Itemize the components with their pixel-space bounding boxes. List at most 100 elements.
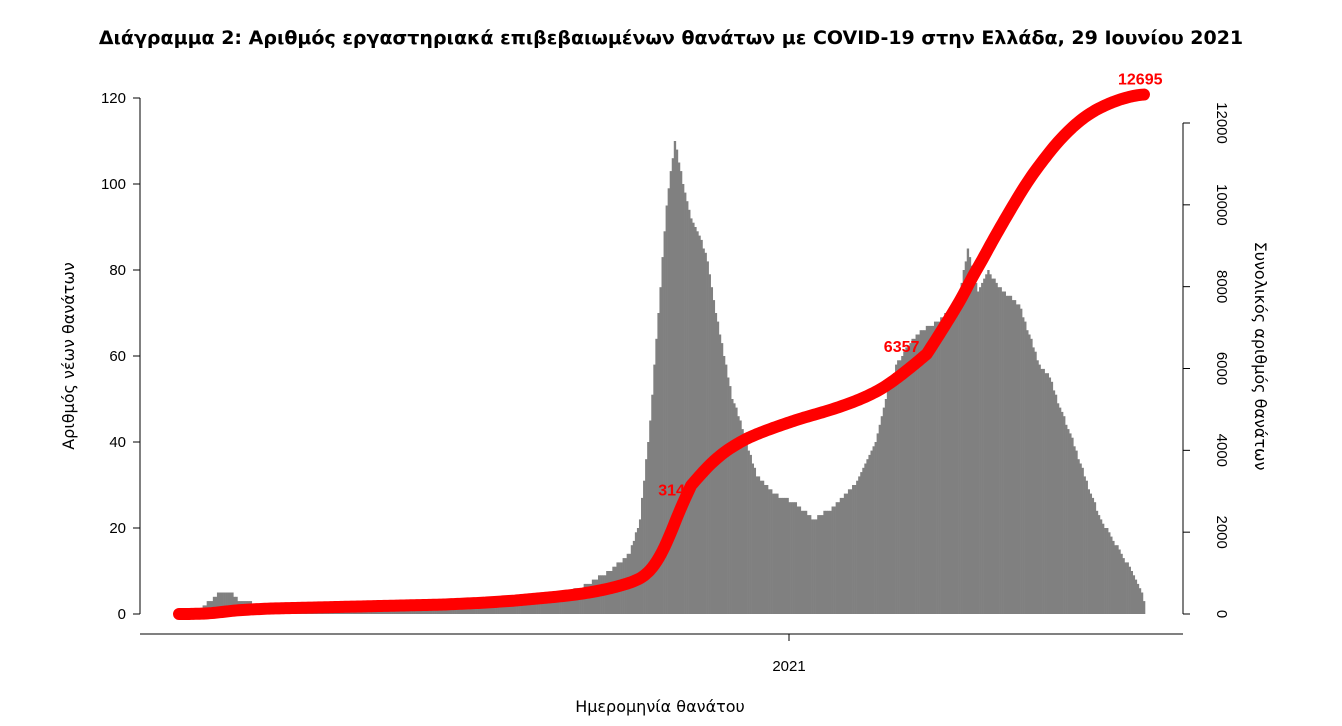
daily-deaths-bar	[501, 601, 505, 614]
daily-deaths-bar	[876, 433, 879, 614]
daily-deaths-bar	[780, 497, 783, 614]
left-tick-label: 0	[118, 606, 126, 623]
daily-deaths-bar	[673, 141, 677, 614]
daily-deaths-bar	[827, 510, 830, 614]
right-tick-label: 4000	[1213, 434, 1230, 467]
cumulative-value-label: 6357	[884, 339, 920, 356]
daily-deaths-bar	[1087, 489, 1090, 614]
daily-deaths-bar	[968, 257, 972, 614]
daily-deaths-bar	[950, 308, 953, 614]
daily-deaths-bar	[1017, 304, 1021, 614]
daily-deaths-bar	[688, 209, 691, 615]
daily-deaths-bar	[1044, 373, 1047, 614]
daily-deaths-bar	[681, 184, 685, 614]
daily-deaths-bar	[1009, 295, 1013, 614]
daily-deaths-bar	[651, 394, 654, 614]
daily-deaths-bar	[987, 270, 990, 614]
daily-deaths-bar	[933, 321, 937, 614]
daily-deaths-bar	[888, 386, 892, 614]
daily-deaths-bar	[903, 351, 906, 614]
daily-deaths-bar	[796, 506, 800, 614]
daily-deaths-bar	[214, 596, 218, 614]
daily-deaths-bar	[964, 261, 968, 614]
right-tick-label: 0	[1213, 610, 1230, 618]
daily-deaths-bar	[874, 442, 877, 614]
daily-deaths-bar	[581, 588, 584, 614]
daily-deaths-bar	[938, 321, 941, 614]
daily-deaths-bar	[464, 605, 468, 614]
daily-deaths-bar	[974, 282, 978, 614]
daily-deaths-bar	[749, 454, 752, 614]
daily-deaths-bar	[466, 605, 470, 614]
daily-deaths-bar	[815, 519, 818, 614]
daily-deaths-bar	[843, 493, 847, 614]
daily-deaths-bar	[1120, 553, 1123, 614]
daily-deaths-bar	[729, 386, 732, 614]
daily-deaths-bar	[1054, 394, 1058, 614]
daily-deaths-bar	[634, 532, 638, 614]
y2-axis-title: Συνολικός αριθμός θανάτων	[1251, 242, 1270, 471]
daily-deaths-bar	[753, 467, 757, 614]
daily-deaths-bars	[188, 141, 1146, 615]
right-tick-label: 6000	[1213, 352, 1230, 385]
daily-deaths-bar	[540, 596, 543, 614]
daily-deaths-bar	[475, 605, 478, 614]
daily-deaths-bar	[546, 596, 550, 614]
daily-deaths-bar	[716, 321, 720, 614]
daily-deaths-bar	[536, 596, 539, 614]
daily-deaths-bar	[544, 596, 548, 614]
daily-deaths-bar	[708, 274, 711, 614]
daily-deaths-bar	[868, 454, 871, 614]
daily-deaths-bar	[768, 489, 771, 614]
daily-deaths-bar	[684, 192, 687, 614]
daily-deaths-bar	[995, 282, 998, 614]
right-tick-label: 12000	[1213, 102, 1230, 144]
cumulative-deaths-line	[173, 88, 1150, 620]
daily-deaths-bar	[1124, 562, 1127, 614]
daily-deaths-bar	[817, 515, 820, 614]
daily-deaths-bar	[1101, 523, 1105, 614]
daily-deaths-bar	[776, 493, 779, 614]
daily-deaths-bar	[886, 390, 890, 614]
daily-deaths-bar	[733, 403, 736, 614]
daily-deaths-bar	[423, 609, 427, 614]
daily-deaths-bar	[645, 459, 648, 614]
daily-deaths-bar	[991, 278, 994, 614]
daily-deaths-bar	[696, 231, 699, 615]
daily-deaths-bar	[1048, 377, 1052, 614]
daily-deaths-bar	[1122, 558, 1125, 614]
daily-deaths-bar	[977, 291, 980, 614]
daily-deaths-bar	[221, 592, 224, 614]
daily-deaths-bar	[854, 485, 857, 614]
daily-deaths-bar	[860, 472, 863, 614]
cumulative-value-label: 3144	[658, 482, 694, 499]
daily-deaths-bar	[1069, 433, 1072, 614]
daily-deaths-bar	[436, 609, 439, 614]
daily-deaths-bar	[1089, 493, 1093, 614]
daily-deaths-bar	[661, 257, 664, 614]
x-axis: 2021	[140, 633, 1183, 675]
daily-deaths-bar	[884, 399, 888, 614]
daily-deaths-bar	[704, 252, 707, 615]
daily-deaths-bar	[804, 510, 808, 614]
daily-deaths-bar	[669, 171, 673, 614]
daily-deaths-bar	[386, 609, 390, 614]
daily-deaths-bar	[882, 407, 886, 614]
daily-deaths-bar	[800, 510, 804, 614]
daily-deaths-bar	[563, 592, 566, 614]
daily-deaths-bar	[1013, 300, 1017, 614]
daily-deaths-bar	[401, 609, 404, 614]
left-tick-label: 80	[109, 262, 126, 279]
daily-deaths-bar	[1083, 476, 1086, 614]
daily-deaths-bar	[901, 356, 904, 614]
daily-deaths-bar	[577, 588, 580, 614]
daily-deaths-bar	[440, 609, 443, 614]
daily-deaths-bar	[958, 291, 961, 614]
daily-deaths-bar	[399, 609, 402, 614]
daily-deaths-bar	[657, 313, 660, 614]
daily-deaths-bar	[1081, 467, 1084, 614]
daily-deaths-bar	[677, 162, 681, 614]
daily-deaths-bar	[944, 313, 947, 614]
cumulative-labels: 3144 6357 12695	[658, 72, 1162, 500]
